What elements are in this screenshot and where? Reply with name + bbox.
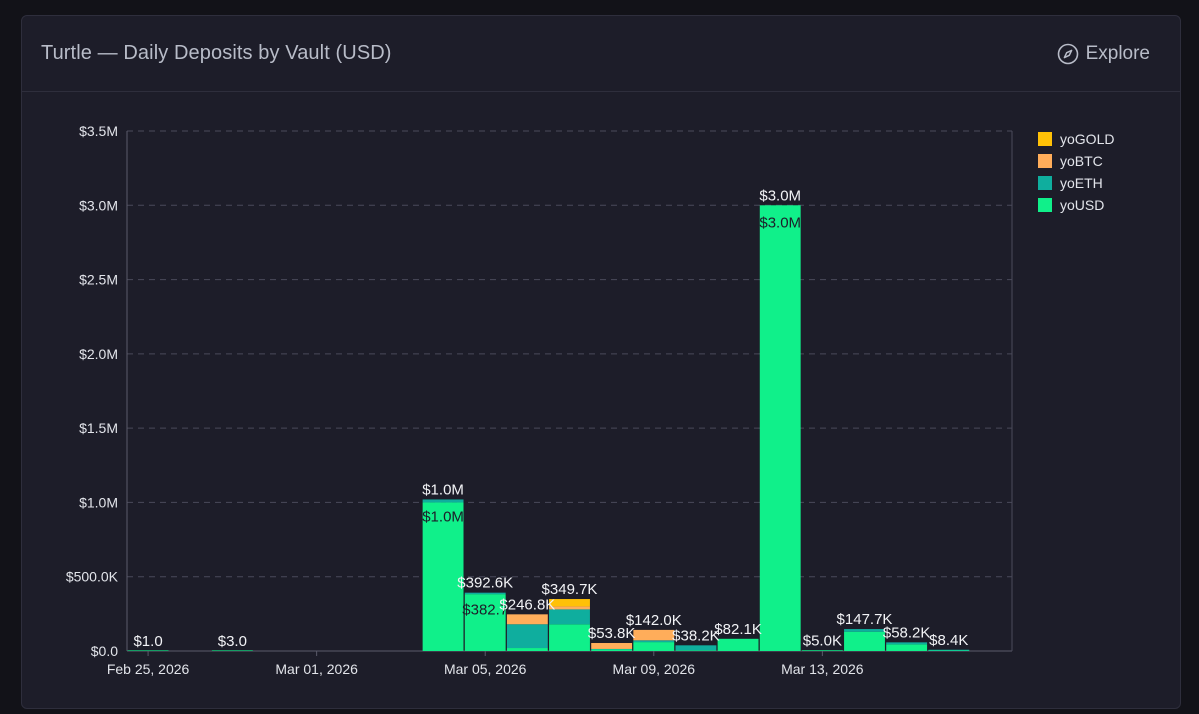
legend-swatch-yoeth — [1038, 176, 1052, 190]
x-tick-label: Feb 25, 2026 — [107, 661, 190, 677]
bar-yousd-2026-03-13[interactable] — [801, 650, 843, 651]
bar-yoeth-2026-03-07[interactable] — [549, 609, 590, 625]
compass-icon — [1057, 43, 1079, 65]
bar-yoeth-2026-03-15[interactable] — [886, 642, 928, 645]
card-header: Turtle — Daily Deposits by Vault (USD) E… — [22, 16, 1180, 92]
bar-total-label: $349.7K — [542, 581, 598, 598]
legend-swatch-yobtc — [1038, 154, 1052, 168]
bar-yobtc-2026-03-06[interactable] — [506, 614, 548, 625]
bar-yoeth-2026-03-10[interactable] — [675, 645, 717, 651]
legend-swatch-yogold — [1038, 132, 1052, 146]
bar-yousd-2026-03-08[interactable] — [591, 649, 633, 651]
legend-label-yoeth: yoETH — [1060, 175, 1103, 191]
bar-yousd-2026-02-27[interactable] — [211, 650, 253, 651]
bar-yobtc-2026-03-09[interactable] — [633, 629, 675, 641]
bar-total-label: $392.6K — [457, 575, 513, 592]
y-tick-label: $500.0K — [66, 569, 119, 585]
bar-yousd-2026-03-04[interactable] — [422, 502, 464, 651]
bar-yousd-2026-03-09[interactable] — [633, 642, 675, 651]
legend-label-yousd: yoUSD — [1060, 197, 1104, 213]
bar-yousd-2026-03-05[interactable] — [464, 594, 506, 651]
x-tick-label: Mar 13, 2026 — [781, 661, 864, 677]
bar-yobtc-2026-03-08[interactable] — [591, 643, 633, 649]
bar-yousd-2026-03-16[interactable] — [928, 650, 970, 651]
bar-yobtc-2026-03-07[interactable] — [549, 606, 590, 610]
legend-swatch-yousd — [1038, 198, 1052, 212]
x-tick-label: Mar 05, 2026 — [444, 661, 527, 677]
bar-total-label: $1.0M — [422, 481, 464, 498]
bar-total-label: $38.2K — [672, 627, 720, 644]
bar-yousd-2026-03-12[interactable] — [759, 205, 801, 652]
bar-yousd-2026-03-15[interactable] — [886, 644, 928, 651]
bar-total-label: $58.2K — [883, 624, 931, 641]
bar-total-label: $5.0K — [803, 632, 842, 649]
legend-label-yobtc: yoBTC — [1060, 153, 1103, 169]
bar-total-label: $142.0K — [626, 612, 682, 629]
bar-total-label: $246.8K — [499, 596, 555, 613]
bar-total-label: $3.0 — [218, 633, 247, 650]
bar-yousd-2026-03-07[interactable] — [549, 624, 590, 651]
x-tick-label: Mar 09, 2026 — [613, 661, 696, 677]
chart-title: Turtle — Daily Deposits by Vault (USD) — [41, 42, 392, 64]
bar-inner-label: $382.7 — [462, 602, 508, 619]
chart-card: Turtle — Daily Deposits by Vault (USD) E… — [21, 15, 1181, 709]
bar-yoeth-2026-03-09[interactable] — [633, 640, 675, 643]
bar-total-label: $147.7K — [837, 611, 893, 628]
y-tick-label: $2.5M — [79, 272, 118, 288]
y-tick-label: $1.0M — [79, 494, 118, 510]
bar-yousd-2026-02-25[interactable] — [127, 650, 169, 651]
y-tick-label: $2.0M — [79, 346, 118, 362]
y-tick-label: $1.5M — [79, 420, 118, 436]
bar-yoeth-2026-03-16[interactable] — [928, 649, 970, 651]
bar-yousd-2026-03-11[interactable] — [717, 638, 759, 651]
bar-yousd-2026-03-14[interactable] — [844, 631, 885, 651]
bar-yoeth-2026-03-06[interactable] — [506, 624, 548, 649]
bar-yoeth-2026-03-04[interactable] — [422, 499, 464, 503]
legend-label-yogold: yoGOLD — [1060, 131, 1114, 147]
bar-yoeth-2026-03-14[interactable] — [844, 629, 885, 632]
y-tick-label: $3.0M — [79, 197, 118, 213]
bar-yoeth-2026-03-08[interactable] — [591, 648, 633, 650]
x-tick-label: Mar 01, 2026 — [275, 661, 358, 677]
bar-yousd-2026-03-06[interactable] — [506, 648, 548, 651]
bar-total-label: $3.0M — [759, 187, 801, 204]
explore-label: Explore — [1085, 43, 1150, 64]
stacked-bar-chart: $0.0 $500.0K $1.0M $1.5M $2.0M $2.5M $3.0M $3.5… — [66, 123, 1115, 677]
bar-yoeth-2026-03-05[interactable] — [464, 592, 506, 595]
bar-total-label: $82.1K — [714, 621, 762, 638]
y-tick-label: $0.0 — [91, 643, 118, 659]
y-tick-label: $3.5M — [79, 123, 118, 139]
bar-total-label: $53.8K — [588, 625, 636, 642]
bar-total-label: $8.4K — [929, 632, 968, 649]
bar-yousd-2026-03-10[interactable] — [675, 650, 717, 651]
bar-total-label: $1.0 — [133, 633, 162, 650]
bar-yogold-2026-03-07[interactable] — [549, 599, 590, 607]
bar-inner-label: $1.0M — [422, 508, 464, 525]
explore-button[interactable]: Explore — [1057, 40, 1150, 68]
bar-inner-label: $3.0M — [759, 214, 801, 231]
